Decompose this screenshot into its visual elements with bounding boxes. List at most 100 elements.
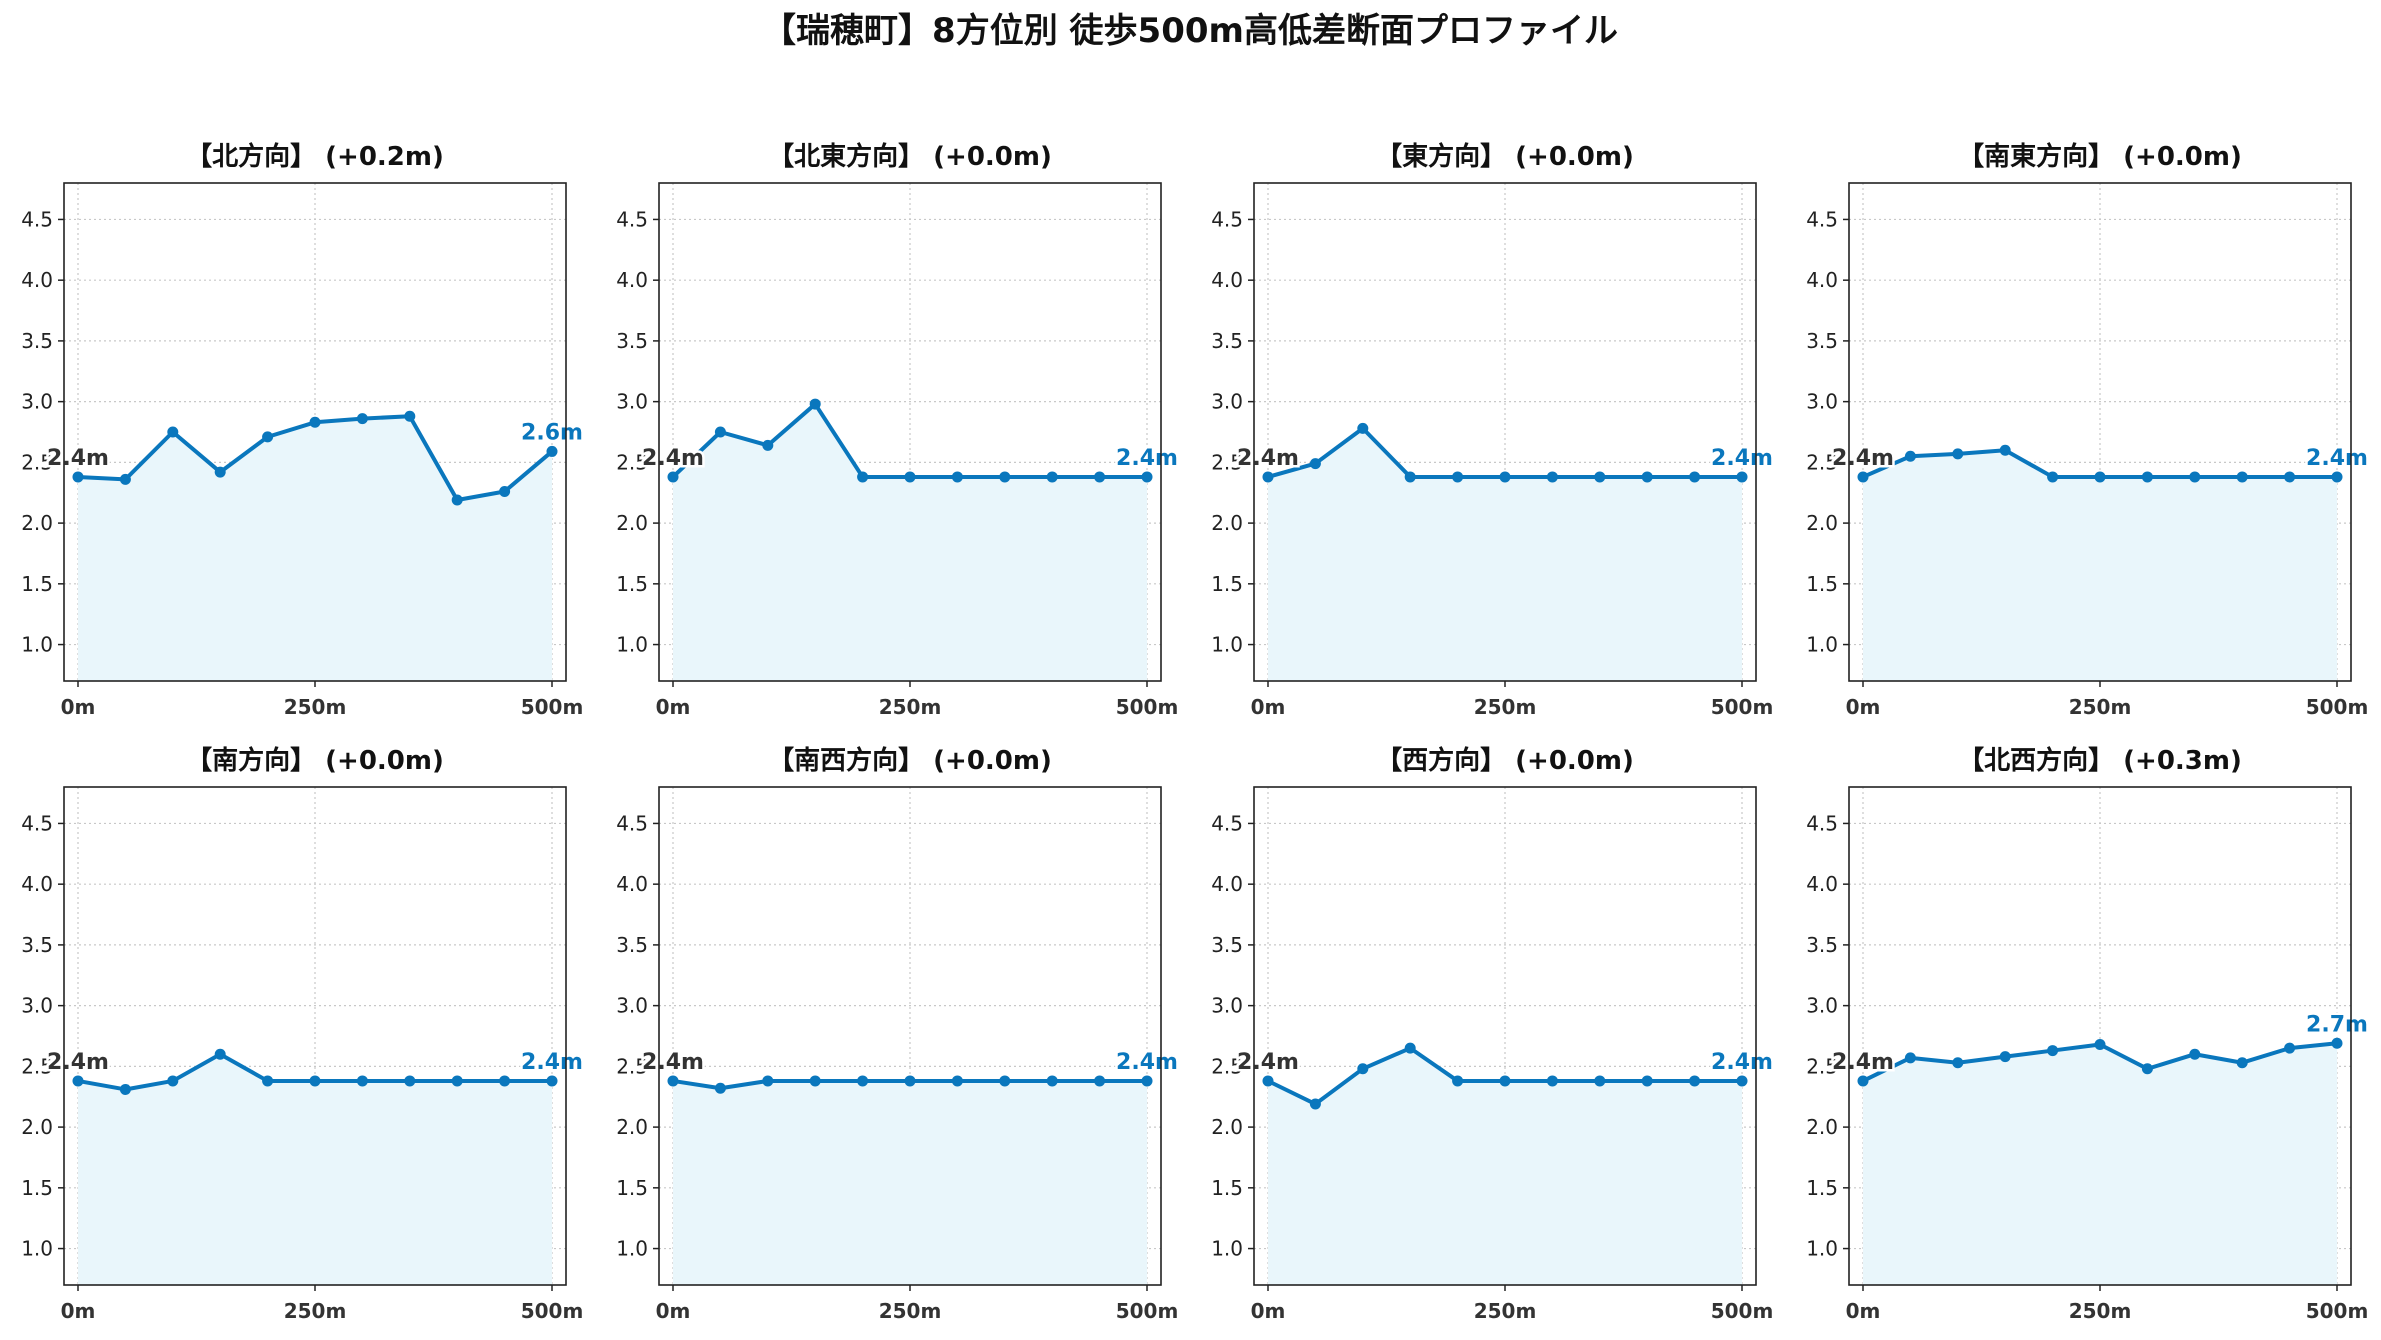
x-tick-label: 250m [1474,695,1537,719]
panels-grid: 【北方向】 (+0.2m) 1.0 1.5 2.0 2.5 3.0 3.5 4.0 4.5 0m 2… [21,141,2370,1323]
y-tick-label: 3.5 [616,933,648,957]
x-tick-label: 250m [1474,1299,1537,1323]
y-tick-label: 4.0 [1806,872,1838,896]
data-point [857,1075,869,1087]
data-point [1952,448,1964,460]
panel-title: 【南方向】 (+0.0m) [186,745,444,776]
start-elevation-label: 2.4m [47,446,109,471]
data-point [1309,458,1321,470]
data-point [1309,1098,1321,1110]
chart-panel: 【東方向】 (+0.0m) 1.0 1.5 2.0 2.5 3.0 3.5 4.0 4.5 0m 2… [1211,141,1775,719]
y-tick-label: 1.5 [21,572,53,596]
x-tick-label: 250m [284,1299,347,1323]
data-point [546,445,558,457]
figure-title: 【瑞穂町】8方位別 徒歩500m高低差断面プロファイル [762,11,1618,51]
y-tick-label: 1.5 [616,572,648,596]
end-elevation-label: 2.4m [1116,1050,1178,1075]
data-point [72,1075,84,1087]
axes-frame [1253,182,1757,682]
data-point [404,410,416,422]
data-point [499,486,511,498]
data-point [667,1075,679,1087]
y-tick-label: 3.5 [1211,933,1243,957]
end-elevation-label: 2.7m [2306,1012,2368,1037]
data-point [1904,1052,1916,1064]
panel-title: 【北西方向】 (+0.3m) [1958,745,2242,776]
y-tick-label: 3.0 [616,994,648,1018]
data-point [2094,471,2106,483]
data-point [951,471,963,483]
data-point [667,471,679,483]
y-tick-label: 3.0 [616,390,648,414]
data-point [119,473,131,485]
x-tick-label: 500m [1116,695,1179,719]
y-tick-label: 2.5 [1806,450,1838,474]
y-tick-label: 2.5 [616,450,648,474]
y-tick-label: 3.0 [1806,390,1838,414]
end-elevation-label: 2.4m [521,1050,583,1075]
x-tick-label: 0m [1846,1299,1881,1323]
start-elevation-label: 2.4m [1237,446,1299,471]
axes-frame [63,786,567,1286]
data-point [1141,471,1153,483]
x-tick-label: 250m [2069,1299,2132,1323]
y-tick-label: 4.5 [616,207,648,231]
data-point [1262,1075,1274,1087]
x-tick-label: 0m [1251,695,1286,719]
chart-panel: 【北方向】 (+0.2m) 1.0 1.5 2.0 2.5 3.0 3.5 4.0 4.5 0m 2… [21,141,585,719]
data-point [1999,444,2011,456]
x-tick-label: 0m [1251,1299,1286,1323]
data-point [167,1075,179,1087]
y-tick-label: 2.0 [1806,1115,1838,1139]
data-point [1904,450,1916,462]
panel-title: 【西方向】 (+0.0m) [1376,745,1634,776]
data-point [262,431,274,443]
data-point [1404,471,1416,483]
x-tick-label: 0m [61,1299,96,1323]
area-fill [1268,428,1742,681]
area-fill [1863,450,2337,681]
data-point [1857,471,1869,483]
x-tick-label: 250m [879,695,942,719]
area-fill [1863,1043,2337,1285]
data-point [951,1075,963,1087]
data-point [714,1082,726,1094]
chart-panel: 【南西方向】 (+0.0m) 1.0 1.5 2.0 2.5 3.0 3.5 4.0 4.5 0m… [616,745,1180,1323]
y-tick-label: 2.0 [616,511,648,535]
y-tick-label: 3.0 [21,994,53,1018]
y-tick-label: 4.5 [21,207,53,231]
x-tick-label: 0m [1846,695,1881,719]
data-point [762,1075,774,1087]
end-elevation-label: 2.4m [2306,446,2368,471]
panel-title: 【南西方向】 (+0.0m) [768,745,1052,776]
x-tick-label: 250m [2069,695,2132,719]
y-tick-label: 3.0 [1211,390,1243,414]
y-tick-label: 3.5 [1806,933,1838,957]
chart-panel: 【南東方向】 (+0.0m) 1.0 1.5 2.0 2.5 3.0 3.5 4.0 4.5 0m… [1806,141,2370,719]
x-tick-label: 500m [521,695,584,719]
data-point [1404,1042,1416,1054]
panel-title: 【東方向】 (+0.0m) [1376,141,1634,172]
panel-title: 【北方向】 (+0.2m) [186,141,444,172]
panel-title: 【北東方向】 (+0.0m) [768,141,1052,172]
data-point [1452,1075,1464,1087]
data-point [356,1075,368,1087]
data-point [904,471,916,483]
data-point [1952,1057,1964,1069]
data-point [1594,1075,1606,1087]
y-tick-label: 2.0 [1211,1115,1243,1139]
end-elevation-label: 2.4m [1711,1050,1773,1075]
y-tick-label: 1.0 [616,1237,648,1261]
y-tick-label: 1.0 [1806,1237,1838,1261]
start-elevation-label: 2.4m [642,1050,704,1075]
y-tick-label: 3.0 [1806,994,1838,1018]
axes-frame [658,786,1162,1286]
x-tick-label: 500m [2306,695,2369,719]
y-tick-label: 4.5 [1211,207,1243,231]
x-tick-label: 250m [879,1299,942,1323]
area-fill [78,416,552,681]
area-fill [78,1054,552,1285]
y-tick-label: 3.0 [21,390,53,414]
y-tick-label: 4.0 [616,872,648,896]
